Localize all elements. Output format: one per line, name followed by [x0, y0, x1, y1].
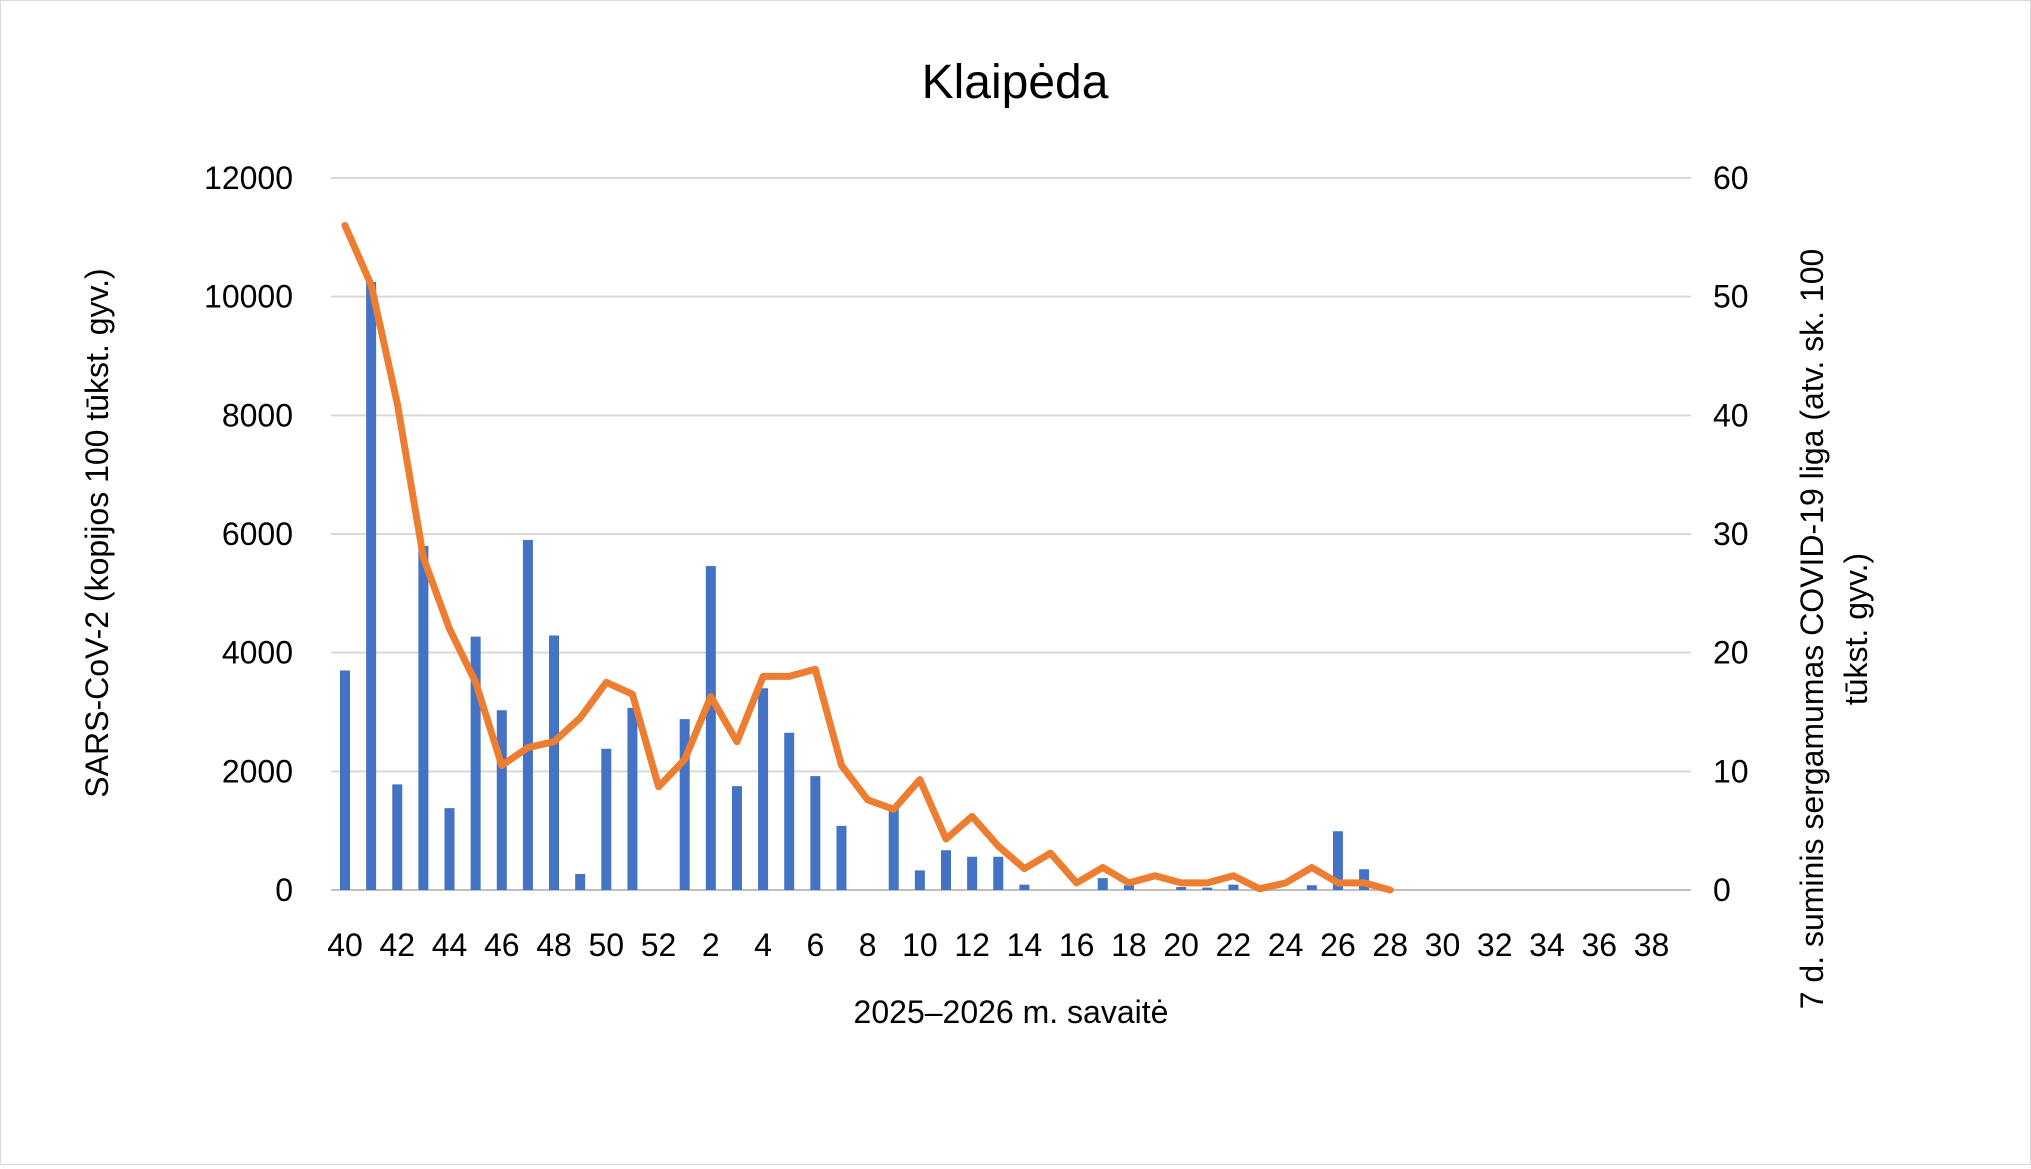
bar — [1019, 884, 1030, 890]
x-tick-label: 42 — [379, 927, 415, 963]
x-tick-label: 38 — [1634, 927, 1670, 963]
bar — [1228, 884, 1239, 890]
bar-series — [340, 281, 1370, 890]
x-tick-label: 46 — [484, 927, 520, 963]
bar — [1123, 885, 1134, 890]
bar — [1306, 885, 1317, 890]
bar — [601, 748, 612, 890]
x-tick-label: 26 — [1320, 927, 1356, 963]
bar — [679, 719, 690, 890]
left-tick-label: 8000 — [222, 397, 293, 433]
bar — [392, 784, 403, 890]
x-tick-label: 16 — [1059, 927, 1095, 963]
chart-title: Klaipėda — [922, 56, 1109, 109]
x-tick-label: 36 — [1581, 927, 1617, 963]
bar — [418, 545, 429, 890]
bar — [705, 566, 716, 890]
bar — [522, 539, 533, 890]
left-tick-label: 6000 — [222, 516, 293, 552]
x-tick-label: 30 — [1425, 927, 1461, 963]
x-axis-ticks: 40 42 44 46 48 50 52 2 4 6 8 10 12 14 16 18 20 22 24 26 28 30… — [327, 927, 1669, 963]
left-tick-label: 0 — [275, 872, 293, 908]
bar — [888, 805, 899, 890]
right-axis-label: 7 d. suminis sergamumas COVID-19 liga (a… — [1794, 249, 1874, 1010]
bar — [444, 808, 455, 890]
left-tick-label: 4000 — [222, 635, 293, 671]
left-axis-label: SARS-CoV-2 (kopijos 100 tūkst. gyv.) — [79, 268, 115, 797]
x-tick-label: 4 — [754, 927, 772, 963]
x-tick-label: 52 — [641, 927, 677, 963]
x-tick-label: 28 — [1372, 927, 1408, 963]
x-tick-label: 40 — [327, 927, 363, 963]
right-tick-label: 60 — [1713, 160, 1749, 196]
bar — [1097, 878, 1108, 890]
x-tick-label: 12 — [954, 927, 990, 963]
bar — [627, 707, 638, 890]
bar — [1332, 831, 1343, 890]
bar — [836, 825, 847, 890]
right-axis-label-line: 7 d. suminis sergamumas COVID-19 liga (a… — [1794, 249, 1830, 1010]
right-axis-ticks: 0 10 20 30 40 50 60 — [1713, 160, 1749, 908]
bar — [731, 786, 742, 890]
line-series — [341, 222, 1394, 894]
line-path — [341, 222, 1394, 894]
right-tick-label: 0 — [1713, 872, 1731, 908]
x-tick-label: 20 — [1163, 927, 1199, 963]
left-tick-label: 2000 — [222, 753, 293, 789]
left-tick-label: 12000 — [204, 160, 293, 196]
right-axis-label-line: tūkst. gyv.) — [1838, 553, 1874, 705]
gridlines — [331, 177, 1691, 891]
right-tick-label: 40 — [1713, 397, 1749, 433]
x-tick-label: 44 — [432, 927, 468, 963]
bar — [810, 776, 821, 890]
x-tick-label: 50 — [589, 927, 625, 963]
x-tick-label: 34 — [1529, 927, 1565, 963]
x-tick-label: 10 — [902, 927, 938, 963]
x-tick-label: 2 — [702, 927, 720, 963]
bar — [549, 635, 560, 890]
left-axis-ticks: 0 2000 4000 6000 8000 10000 12000 — [204, 160, 293, 908]
right-tick-label: 30 — [1713, 516, 1749, 552]
x-tick-label: 6 — [806, 927, 824, 963]
bar — [340, 670, 350, 890]
right-tick-label: 20 — [1713, 635, 1749, 671]
bar — [758, 688, 769, 890]
bar — [470, 636, 481, 890]
bar — [914, 870, 925, 890]
x-tick-label: 24 — [1268, 927, 1304, 963]
bar — [575, 873, 586, 890]
x-tick-label: 48 — [536, 927, 572, 963]
bar — [1176, 887, 1187, 890]
right-tick-label: 10 — [1713, 753, 1749, 789]
right-tick-label: 50 — [1713, 279, 1749, 315]
bar — [366, 281, 377, 890]
x-tick-label: 14 — [1007, 927, 1043, 963]
bar — [784, 732, 795, 890]
left-tick-label: 10000 — [204, 279, 293, 315]
x-tick-label: 22 — [1216, 927, 1252, 963]
bar — [993, 856, 1004, 890]
x-axis-label: 2025–2026 m. savaitė — [854, 994, 1169, 1030]
x-tick-label: 8 — [859, 927, 877, 963]
x-tick-label: 32 — [1477, 927, 1513, 963]
bar — [967, 856, 978, 890]
bar — [940, 850, 951, 890]
bar — [496, 710, 507, 890]
bar — [1202, 887, 1213, 890]
x-tick-label: 18 — [1111, 927, 1147, 963]
